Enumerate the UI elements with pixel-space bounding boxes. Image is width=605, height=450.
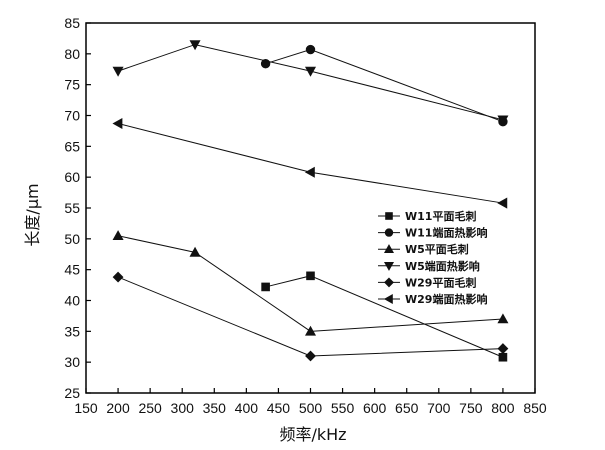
data-point — [497, 115, 509, 126]
legend-marker — [384, 277, 394, 288]
data-point — [497, 343, 509, 355]
legend-item: W11平面毛刺 — [378, 209, 476, 223]
x-tick-label: 400 — [235, 400, 259, 416]
legend-marker — [383, 293, 393, 305]
legend-item: W29端面热影响 — [378, 292, 487, 306]
data-point — [304, 325, 317, 336]
data-point — [304, 166, 315, 178]
x-tick-label: 150 — [74, 400, 98, 416]
legend-marker — [385, 212, 393, 220]
series-3 — [112, 230, 509, 336]
x-tick-label: 650 — [395, 400, 419, 416]
y-tick-label: 75 — [64, 77, 80, 93]
data-point — [189, 40, 201, 51]
data-point — [112, 271, 124, 283]
legend-label: W29端面热影响 — [405, 292, 487, 306]
x-axis-ticks: 150 200 250 300 350 400 450 500 550 600 650 700 750 8… — [74, 388, 547, 416]
series-2 — [260, 44, 508, 127]
data-point — [498, 352, 508, 362]
x-tick-label: 300 — [171, 400, 195, 416]
y-tick-label: 60 — [64, 169, 80, 185]
x-tick-label: 250 — [138, 400, 162, 416]
legend-label: W11端面热影响 — [405, 226, 487, 240]
plot-frame — [85, 22, 536, 394]
data-point — [112, 118, 123, 130]
series-line — [117, 123, 504, 204]
legend-label: W29平面毛刺 — [405, 275, 476, 289]
legend-label: W5端面热影响 — [405, 259, 480, 273]
legend-item: W5端面热影响 — [378, 259, 480, 273]
y-tick-label: 35 — [64, 323, 80, 339]
x-tick-label: 550 — [331, 400, 355, 416]
y-tick-label: 85 — [64, 15, 80, 31]
data-point — [305, 350, 316, 362]
x-tick-label: 500 — [299, 400, 323, 416]
plot-area-border — [85, 22, 536, 394]
data-point — [497, 197, 508, 209]
legend-item: W11端面热影响 — [378, 226, 487, 240]
series-layer — [112, 40, 509, 362]
data-point — [261, 282, 270, 292]
data-point — [497, 313, 509, 324]
legend-item: W29平面毛刺 — [378, 275, 476, 289]
series-5 — [112, 271, 509, 362]
x-tick-label: 200 — [106, 400, 130, 416]
y-tick-label: 65 — [64, 138, 80, 154]
series-line — [117, 44, 504, 121]
legend-item: W5平面毛刺 — [378, 242, 469, 256]
y-tick-label: 25 — [64, 385, 80, 401]
data-point — [304, 66, 317, 77]
x-tick-label: 850 — [523, 400, 547, 416]
series-4 — [112, 40, 509, 126]
data-point — [189, 246, 201, 257]
y-axis-ticks: 25 30 35 40 45 50 55 60 65 70 75 80 85 — [64, 15, 91, 401]
series-6 — [112, 118, 508, 209]
x-axis-title: 频率/kHz — [279, 425, 346, 444]
legend-marker — [383, 244, 395, 253]
y-tick-label: 45 — [64, 262, 80, 278]
y-tick-label: 80 — [64, 46, 80, 62]
data-point — [112, 66, 124, 77]
data-point — [112, 230, 124, 241]
x-tick-label: 750 — [459, 400, 483, 416]
legend: W11平面毛刺 W11端面热影响 W5平面毛刺 W5端面热影响 W29平面毛刺 W29端面… — [378, 209, 487, 306]
y-tick-label: 40 — [64, 293, 80, 309]
y-tick-label: 55 — [64, 200, 80, 216]
data-point — [306, 271, 315, 281]
x-tick-label: 700 — [427, 400, 451, 416]
x-tick-label: 450 — [267, 400, 291, 416]
y-tick-label: 30 — [64, 354, 80, 370]
legend-marker — [383, 261, 395, 271]
x-tick-label: 350 — [203, 400, 227, 416]
x-tick-label: 800 — [491, 400, 515, 416]
data-point — [305, 44, 316, 55]
x-tick-label: 600 — [363, 400, 387, 416]
legend-marker — [384, 228, 394, 237]
series-line — [117, 235, 503, 332]
y-axis-title: 长度/μm — [23, 183, 42, 246]
y-tick-label: 50 — [64, 231, 80, 247]
legend-label: W5平面毛刺 — [405, 242, 469, 256]
y-tick-label: 70 — [64, 108, 80, 124]
legend-label: W11平面毛刺 — [405, 209, 476, 223]
